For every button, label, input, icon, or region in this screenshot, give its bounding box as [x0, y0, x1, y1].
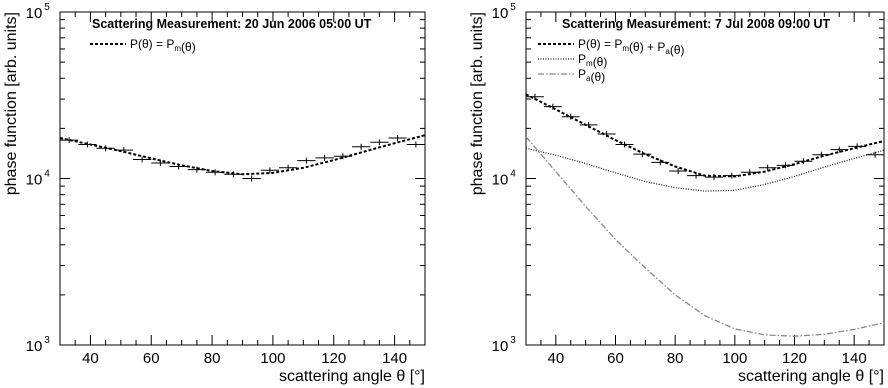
- y-tick-exponent: 5: [44, 2, 50, 13]
- x-tick-label: 120: [321, 350, 346, 367]
- y-tick-label: 10: [492, 172, 509, 189]
- model-curve-dashdot: [525, 136, 885, 337]
- x-axis-label: scattering angle θ [°]: [738, 368, 884, 385]
- legend-label: P(θ) = Pm(θ) + Pa(θ): [578, 37, 685, 57]
- y-axis-label: phase function [arb. units]: [3, 12, 20, 195]
- x-tick-label: 40: [547, 350, 564, 367]
- y-tick-exponent: 4: [510, 169, 516, 180]
- x-tick-label: 80: [667, 350, 684, 367]
- y-tick-label: 10: [26, 172, 43, 189]
- x-tick-label: 60: [143, 350, 160, 367]
- x-tick-label: 120: [782, 350, 807, 367]
- y-tick-label: 10: [26, 338, 43, 355]
- model-curve-dashed: [59, 134, 426, 176]
- y-tick-exponent: 4: [44, 169, 50, 180]
- x-tick-label: 80: [204, 350, 221, 367]
- y-tick-exponent: 5: [510, 2, 516, 13]
- y-tick-label: 10: [26, 5, 43, 22]
- y-axis-label: phase function [arb. units]: [469, 12, 486, 195]
- y-tick-label: 10: [492, 5, 509, 22]
- x-tick-label: 100: [260, 350, 285, 367]
- legend-label: Pm(θ): [578, 52, 607, 69]
- x-tick-label: 140: [382, 350, 407, 367]
- legend-label: P(θ) = Pm(θ): [130, 37, 196, 54]
- x-tick-label: 100: [722, 350, 747, 367]
- x-tick-label: 40: [82, 350, 99, 367]
- x-tick-label: 60: [607, 350, 624, 367]
- y-tick-exponent: 3: [510, 335, 516, 346]
- x-tick-label: 140: [842, 350, 867, 367]
- y-tick-exponent: 3: [44, 335, 50, 346]
- legend-label: Pa(θ): [578, 67, 605, 84]
- x-axis-label: scattering angle θ [°]: [279, 368, 425, 385]
- chart-title: Scattering Measurement: 7 Jul 2008 09:00…: [562, 17, 831, 31]
- y-tick-label: 10: [492, 338, 509, 355]
- model-curve-dashed: [525, 93, 885, 178]
- chart-title: Scattering Measurement: 20 Jun 2006 05:0…: [92, 17, 372, 31]
